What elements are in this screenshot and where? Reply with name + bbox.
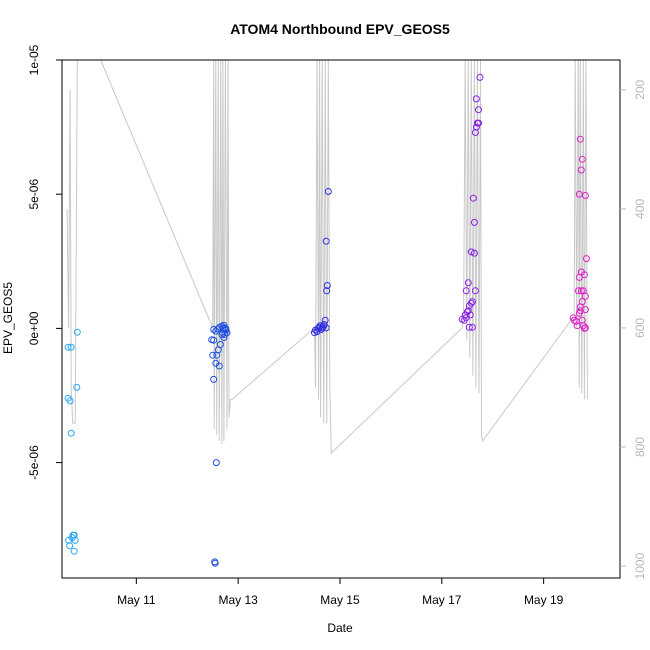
data-point <box>324 188 332 195</box>
data-point <box>464 307 472 315</box>
data-point <box>581 192 589 199</box>
data-point <box>70 531 78 539</box>
data-point <box>212 327 220 335</box>
data-point <box>222 326 230 334</box>
data-point <box>581 292 589 300</box>
data-point <box>211 559 219 567</box>
scatter-points-group <box>64 73 590 567</box>
data-point <box>581 324 589 332</box>
data-point <box>66 542 74 550</box>
data-point <box>470 218 478 226</box>
x-tick-label: May 11 <box>117 593 156 607</box>
data-point <box>316 322 324 330</box>
data-point <box>468 298 476 306</box>
data-point <box>322 237 330 245</box>
data-point <box>471 287 479 295</box>
series-5 <box>569 135 590 332</box>
series-3 <box>311 188 332 337</box>
data-point <box>209 351 217 359</box>
data-point <box>476 73 484 81</box>
data-point <box>577 166 585 174</box>
data-point <box>322 324 330 332</box>
series-2 <box>208 321 231 567</box>
data-point <box>73 383 81 391</box>
data-point <box>464 279 472 287</box>
data-point <box>576 307 584 315</box>
y2-tick-label: 600 <box>633 318 647 338</box>
y-tick-label: 5e-06 <box>27 179 41 210</box>
data-point <box>582 255 590 263</box>
data-point <box>323 282 331 289</box>
data-point <box>323 287 331 295</box>
data-point <box>470 249 478 257</box>
x-tick-label: May 13 <box>218 593 258 607</box>
data-point <box>313 328 321 336</box>
data-point <box>67 343 75 351</box>
data-point <box>466 311 474 319</box>
pressure-line <box>66 59 588 455</box>
data-point <box>469 194 477 202</box>
series-1 <box>64 328 81 555</box>
axes-group: May 11 May 13 May 15 May 17 May 19 -5e-06 0e+0… <box>27 44 647 607</box>
data-point <box>64 343 72 351</box>
y-tick-label: 1e-05 <box>27 44 41 75</box>
x-axis-label: Date <box>327 621 353 635</box>
data-point <box>577 287 585 295</box>
y-axis-label: EPV_GEOS5 <box>1 282 15 354</box>
y2-tick-label: 200 <box>633 79 647 99</box>
data-point <box>576 135 584 143</box>
data-point <box>465 323 473 331</box>
data-point <box>220 334 228 341</box>
data-point <box>66 397 74 405</box>
plot-frame <box>61 59 621 579</box>
y2-tick-label: 800 <box>633 437 647 457</box>
data-point <box>210 326 218 333</box>
data-point <box>462 287 470 295</box>
x-tick-label: May 15 <box>320 593 360 607</box>
data-point <box>67 429 75 437</box>
data-point <box>581 306 589 314</box>
y2-tick-label: 1000 <box>633 552 647 579</box>
data-point <box>212 459 220 467</box>
data-point <box>574 287 582 295</box>
data-point <box>216 341 224 348</box>
data-point <box>70 547 78 555</box>
data-point <box>578 298 586 306</box>
data-point <box>468 323 476 331</box>
y-tick-label: -5e-06 <box>27 445 41 480</box>
pressure-line-group <box>66 59 588 455</box>
data-point <box>580 271 588 279</box>
data-point <box>210 375 218 383</box>
data-point <box>578 155 586 163</box>
x-tick-label: May 17 <box>422 593 462 607</box>
chart-title: ATOM4 Northbound EPV_GEOS5 <box>230 21 450 37</box>
data-point <box>467 299 475 307</box>
data-point <box>475 106 482 114</box>
data-point <box>475 119 482 127</box>
data-point <box>472 123 480 131</box>
data-point <box>467 248 475 256</box>
x-tick-label: May 19 <box>524 593 564 607</box>
data-point <box>472 95 480 103</box>
y2-tick-label: 400 <box>633 199 647 219</box>
data-point <box>215 362 223 370</box>
data-point <box>71 536 79 544</box>
y-tick-label: 0e+00 <box>27 311 41 345</box>
series-4 <box>458 73 484 331</box>
data-point <box>210 336 218 344</box>
data-point <box>73 328 81 336</box>
data-point <box>321 316 329 324</box>
